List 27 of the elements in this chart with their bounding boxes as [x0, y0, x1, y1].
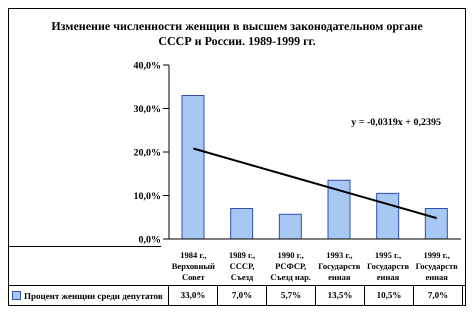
- data-label: 7,0%: [218, 286, 267, 305]
- x-tick-label: 1989 г., СССР, Съезд: [228, 250, 256, 282]
- bar: [328, 180, 350, 239]
- y-tick-label: 40,0%: [134, 60, 161, 72]
- x-tick-label: 1995 г., Государственная: [366, 250, 410, 282]
- y-tick-label: 0,0%: [138, 234, 161, 246]
- y-tick-label: 10,0%: [134, 191, 161, 202]
- y-tick-label: 30,0%: [134, 104, 161, 116]
- x-tick-label: 1984 г., Верховный Совет: [172, 250, 216, 282]
- data-label: 33,0%: [169, 286, 218, 305]
- line-series: [192, 148, 438, 220]
- annotation: y = -0,0319x + 0,2395: [351, 117, 441, 128]
- legend-label: Процент женщин среди депутатов: [24, 290, 163, 300]
- chart-title: Изменение численности женщин в высшем законодательном органе СССР и России. 1989-1999 гг.: [50, 19, 424, 49]
- x-tick-label: 1999 г., Государственная: [416, 250, 458, 282]
- bar: [182, 94, 204, 239]
- bar: [424, 208, 448, 239]
- x-tick-label: 1993 г., Государственная: [318, 250, 361, 282]
- bar: [376, 192, 400, 239]
- data-label: 10,5%: [365, 286, 414, 305]
- bar: [230, 208, 254, 239]
- data-label: 5,7%: [267, 286, 316, 305]
- y-tick-label: 20,0%: [134, 148, 161, 159]
- x-tick-label: 1990 г., РСФСР, Съезд нар.: [270, 250, 311, 282]
- data-label: 13,5%: [316, 286, 365, 305]
- data-label: 7,0%: [414, 286, 463, 305]
- bar: [278, 214, 302, 239]
